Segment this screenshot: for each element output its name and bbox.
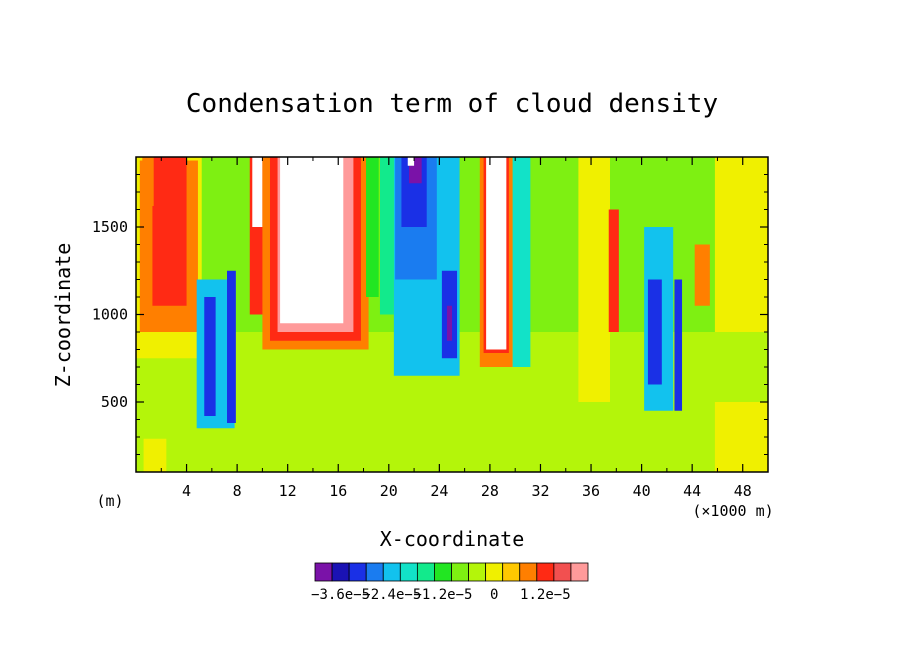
heatmap-field xyxy=(136,157,768,472)
colorbar-swatch xyxy=(416,562,435,582)
y-axis-label: Z-coordinate xyxy=(51,243,75,388)
x-unit-right: (×1000 m) xyxy=(692,502,773,520)
heatmap-region-28 xyxy=(512,157,531,367)
heatmap-region-34 xyxy=(694,244,710,306)
colorbar-swatch xyxy=(314,562,333,582)
x-tick-label: 4 xyxy=(182,482,191,500)
x-tick-label: 20 xyxy=(380,482,398,500)
colorbar-swatch xyxy=(536,562,555,582)
heatmap-region-15 xyxy=(280,157,344,324)
y-tick-label: 500 xyxy=(101,393,128,411)
colorbar-swatch xyxy=(468,562,487,582)
colorbar-label: 1.2e−5 xyxy=(520,587,571,603)
x-tick-label: 40 xyxy=(633,482,651,500)
colorbar-swatch xyxy=(485,562,504,582)
x-tick-label: 44 xyxy=(683,482,701,500)
heatmap-region-24 xyxy=(446,305,452,341)
colorbar-swatch xyxy=(382,562,401,582)
heatmap-region-32 xyxy=(647,279,662,385)
colorbar: −3.6e−5−2.4e−5−1.2e−5 0 1.2e−5 xyxy=(311,562,589,603)
heatmap-region-11 xyxy=(252,157,263,227)
colorbar-swatch xyxy=(519,562,538,582)
colorbar-label: −2.4e−5 xyxy=(362,587,421,603)
y-tick-label: 1500 xyxy=(92,218,128,236)
heatmap-region-3 xyxy=(143,438,167,472)
x-tick-label: 28 xyxy=(481,482,499,500)
heatmap-region-4 xyxy=(714,402,768,472)
colorbar-swatch xyxy=(553,562,572,582)
colorbar-swatch xyxy=(365,562,384,582)
x-tick-label: 8 xyxy=(233,482,242,500)
heatmap-region-8 xyxy=(152,157,187,306)
x-tick-label: 32 xyxy=(531,482,549,500)
colorbar-label: −1.2e−5 xyxy=(413,587,472,603)
colorbar-swatch xyxy=(502,562,521,582)
heatmap-region-30 xyxy=(608,209,619,332)
heatmap-region-22 xyxy=(407,157,415,166)
x-tick-label: 16 xyxy=(329,482,347,500)
colorbar-swatch xyxy=(570,562,589,582)
colorbar-swatch xyxy=(331,562,350,582)
x-axis: 4 8 12 16 20 24 28 32 36 40 44 48 xyxy=(160,157,752,500)
y-axis: 500 1000 1500 xyxy=(92,174,768,455)
x-axis-label: X-coordinate xyxy=(380,527,525,551)
colorbar-swatch xyxy=(348,562,367,582)
heatmap-region-16 xyxy=(366,157,379,297)
colorbar-label: −3.6e−5 xyxy=(311,587,370,603)
heatmap-region-33 xyxy=(674,279,683,411)
colorbar-swatch xyxy=(434,562,452,582)
colorbar-label: 0 xyxy=(490,587,498,603)
heatmap-region-9 xyxy=(142,157,154,206)
heatmap-region-36 xyxy=(204,297,216,416)
heatmap-region-27 xyxy=(486,157,507,350)
x-tick-label: 48 xyxy=(734,482,752,500)
colorbar-swatch xyxy=(399,562,418,582)
heatmap-region-5 xyxy=(714,157,768,332)
x-tick-label: 12 xyxy=(279,482,297,500)
x-tick-label: 36 xyxy=(582,482,600,500)
x-tick-label: 24 xyxy=(430,482,448,500)
heatmap-region-17 xyxy=(379,157,394,315)
colorbar-swatch xyxy=(451,562,469,582)
heatmap-region-37 xyxy=(227,270,236,423)
chart-title: Condensation term of cloud density xyxy=(186,89,718,119)
y-tick-label: 1000 xyxy=(92,306,128,324)
heatmap-region-29 xyxy=(578,157,610,402)
x-unit-left: (m) xyxy=(96,492,123,510)
